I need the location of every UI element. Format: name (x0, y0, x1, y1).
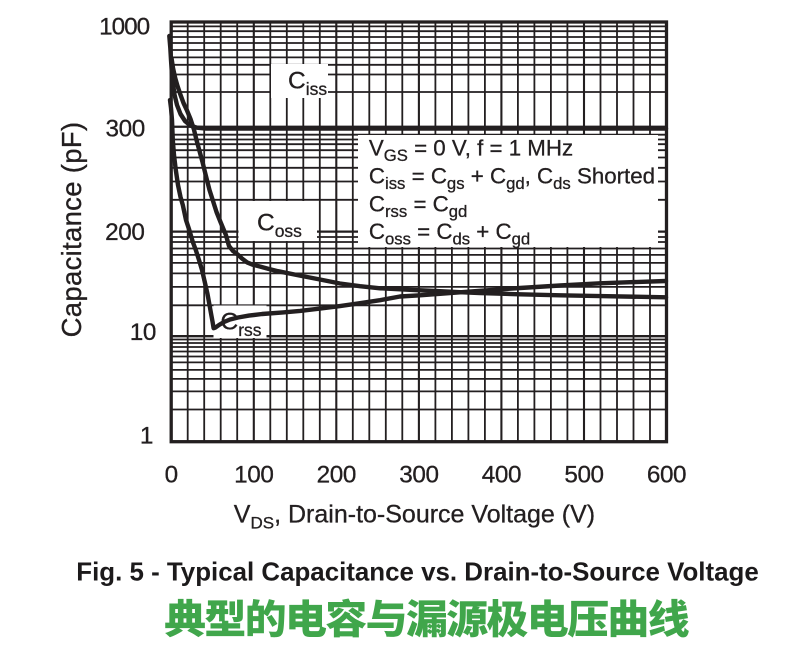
svg-text:Crss​: Crss​ (221, 308, 262, 340)
svg-text:1000: 1000 (99, 14, 150, 41)
svg-text:200: 200 (317, 461, 356, 488)
svg-text:600: 600 (647, 461, 686, 488)
svg-text:0: 0 (165, 461, 178, 488)
svg-text:Crss​ = Cgd​: Crss​ = Cgd​ (369, 191, 467, 221)
svg-text:100: 100 (234, 461, 273, 488)
svg-text:VDS​, Drain-to-Source Voltage: VDS​, Drain-to-Source Voltage (V) (234, 501, 595, 533)
svg-text:400: 400 (482, 461, 521, 488)
svg-text:1: 1 (140, 422, 153, 449)
svg-text:VGS​ = 0 V, f = 1 MHz: VGS​ = 0 V, f = 1 MHz (369, 136, 573, 166)
svg-text:500: 500 (564, 461, 603, 488)
svg-text:300: 300 (399, 461, 438, 488)
svg-text:Ciss​ = Cgs​ + Cgd​, Cds​ Shor: Ciss​ = Cgs​ + Cgd​, Cds​ Shorted (369, 164, 655, 194)
svg-text:Coss​: Coss​ (257, 210, 302, 242)
svg-text:Capacitance (pF): Capacitance (pF) (56, 122, 87, 338)
svg-text:10: 10 (130, 319, 156, 346)
svg-text:300: 300 (106, 115, 145, 142)
svg-text:200: 200 (105, 219, 144, 246)
svg-text:Fig. 5 - Typical Capacitance v: Fig. 5 - Typical Capacitance vs. Drain-t… (76, 558, 758, 586)
svg-text:Ciss​: Ciss​ (288, 68, 327, 100)
svg-text:Coss​ = Cds​ + Cgd​: Coss​ = Cds​ + Cgd​ (369, 219, 530, 249)
